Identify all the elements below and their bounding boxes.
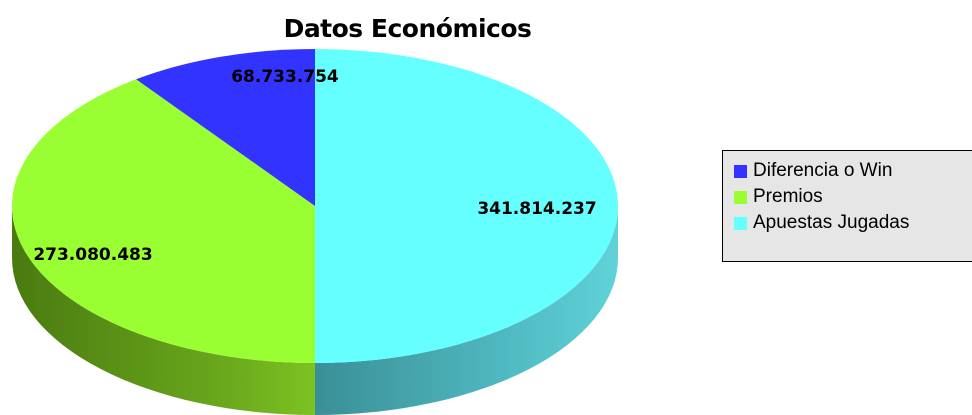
data-label-apuestas-jugadas: 341.814.237 [477,199,596,219]
legend-item-premios: Premios [734,184,972,210]
legend-label-diferencia: Diferencia o Win [753,160,893,181]
pie-slice-diferencia-o-win [136,49,315,206]
data-label-diferencia-o-win: 68.733.754 [231,67,339,87]
pie-slice-apuestas-jugadas [315,49,618,363]
legend-swatch-diferencia [734,164,747,178]
legend: Diferencia o Win Premios Apuestas Jugada… [722,150,972,262]
legend-label-apuestas: Apuestas Jugadas [753,212,910,233]
pie-slice-premios [11,79,315,364]
legend-item-apuestas: Apuestas Jugadas [734,210,972,236]
data-label-premios: 273.080.483 [33,245,152,265]
legend-item-diferencia: Diferencia o Win [734,158,972,184]
pie-side-apuestas-jugadas [315,206,618,415]
chart-title: Datos Económicos [283,14,532,43]
legend-label-premios: Premios [753,186,823,207]
pie-side-premios [12,206,315,415]
legend-swatch-premios [734,190,747,204]
legend-swatch-apuestas [734,216,747,230]
